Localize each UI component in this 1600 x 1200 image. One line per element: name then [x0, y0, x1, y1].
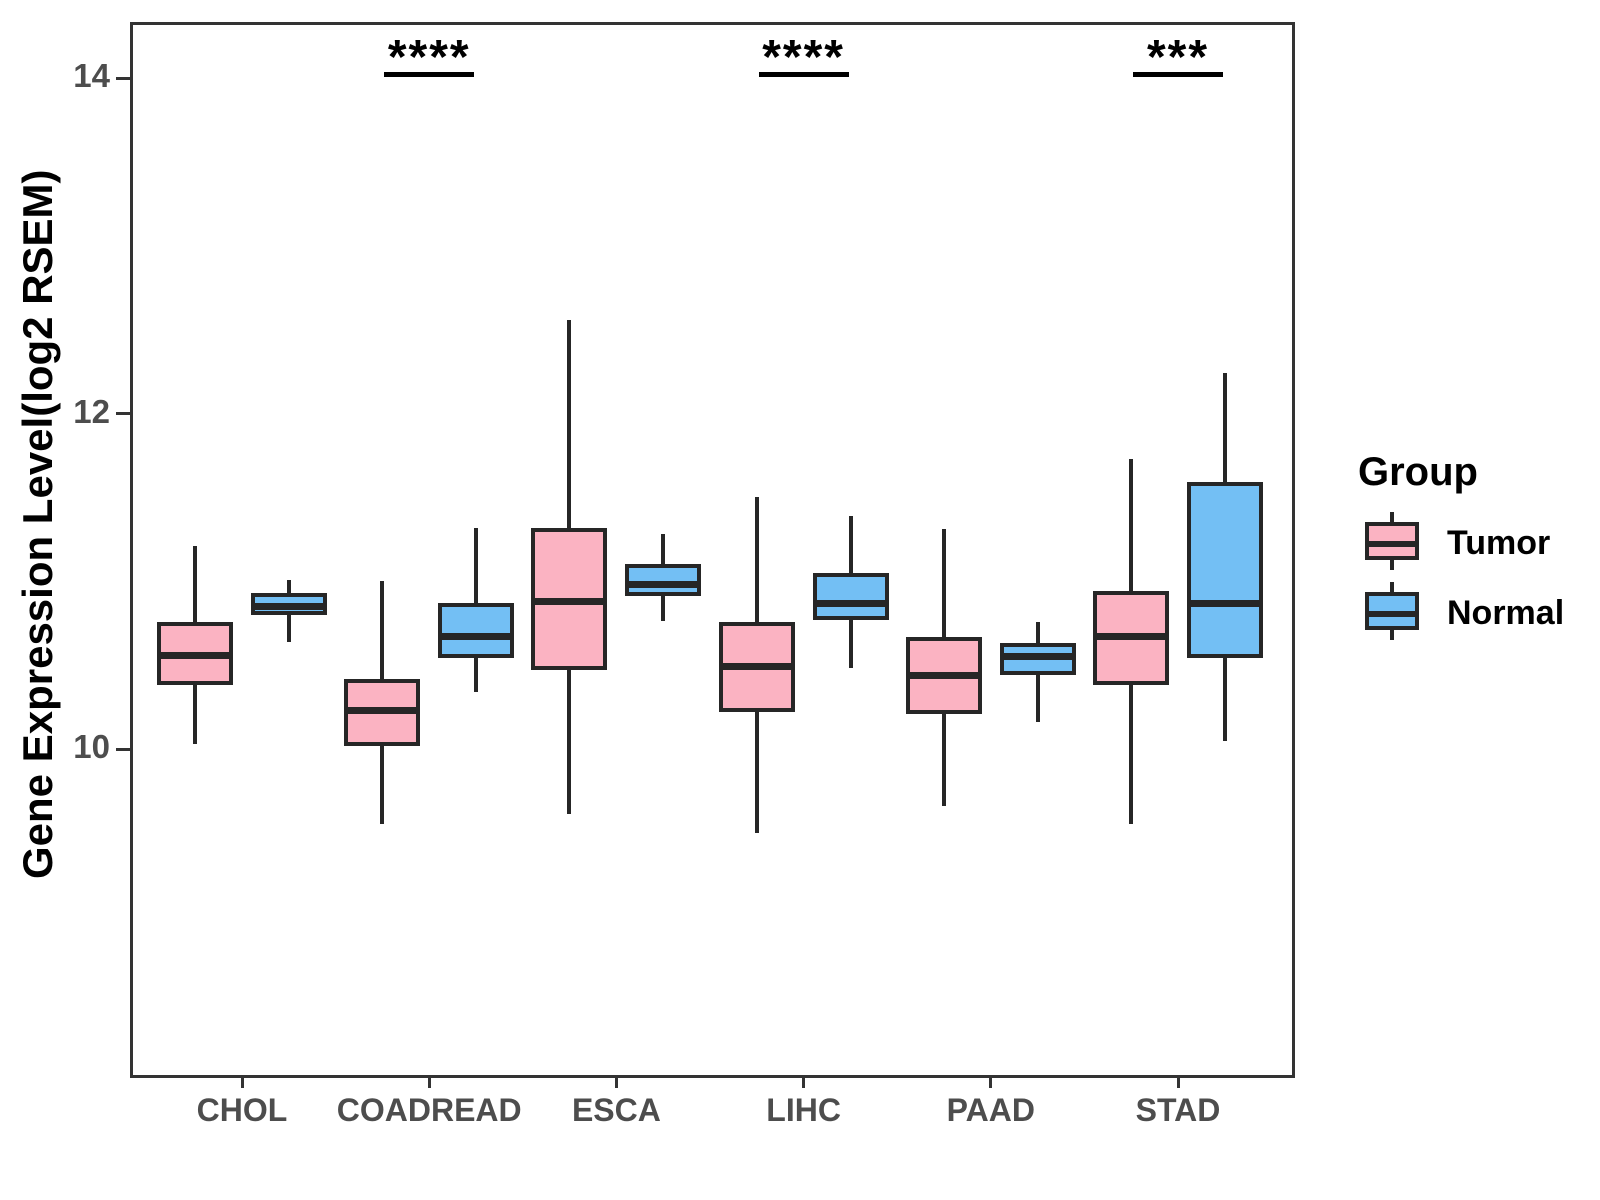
median-tumor-COADREAD: [348, 706, 417, 714]
significance-bar-coadread: [384, 72, 475, 77]
x-axis-tick: [989, 1075, 993, 1088]
y-axis-tick: [116, 412, 130, 415]
x-axis-category-label: STAD: [1135, 1092, 1221, 1128]
x-axis-category-label: LIHC: [766, 1092, 841, 1128]
box-tumor-CHOL: [157, 621, 233, 686]
x-axis-tick: [240, 1075, 244, 1088]
median-normal-COADREAD: [442, 633, 511, 641]
box-normal-STAD: [1187, 482, 1263, 659]
y-axis-tick-label: 12: [73, 392, 110, 430]
x-axis-category-label: ESCA: [571, 1092, 661, 1128]
box-tumor-ESCA: [531, 527, 608, 671]
box-tumor-STAD: [1093, 591, 1169, 686]
box-normal-PAAD: [999, 643, 1076, 676]
x-axis-tick: [1176, 1075, 1180, 1088]
legend-entry-normal: Normal: [1365, 582, 1600, 640]
median-tumor-PAAD: [909, 671, 978, 679]
x-axis-tick: [802, 1075, 806, 1088]
box-tumor-LIHC: [718, 621, 795, 713]
box-normal-COADREAD: [438, 603, 515, 659]
box-normal-ESCA: [625, 564, 702, 597]
y-axis-tick: [116, 747, 130, 751]
box-normal-LIHC: [812, 572, 889, 620]
median-normal-PAAD: [1003, 653, 1072, 661]
box-tumor-PAAD: [905, 636, 982, 714]
y-axis-tick-label: 10: [73, 728, 110, 765]
x-axis-category-label: PAAD: [946, 1092, 1035, 1128]
plot-panel: [130, 22, 1295, 1078]
median-normal-STAD: [1191, 599, 1259, 607]
box-tumor-COADREAD: [344, 678, 421, 746]
median-tumor-STAD: [1097, 633, 1165, 641]
legend-label-tumor: Tumor: [1447, 524, 1551, 562]
x-axis-category-label: CHOL: [196, 1092, 288, 1128]
median-tumor-ESCA: [535, 597, 604, 605]
tumor-boxplot-key-icon: [1365, 512, 1419, 570]
median-tumor-CHOL: [161, 651, 229, 659]
x-axis-tick: [427, 1075, 431, 1088]
box-normal-CHOL: [251, 592, 327, 615]
x-axis-category-label: COADREAD: [336, 1092, 522, 1128]
legend-entry-tumor: Tumor: [1365, 512, 1600, 570]
legend-label-normal: Normal: [1447, 594, 1565, 632]
legend: Group Tumor Normal: [1330, 450, 1600, 680]
legend-title: Group: [1358, 450, 1478, 494]
median-normal-ESCA: [629, 581, 698, 589]
median-normal-LIHC: [816, 599, 885, 607]
significance-bar-stad: [1133, 72, 1223, 77]
y-axis-tick-label: 14: [73, 57, 110, 94]
x-axis-tick: [614, 1075, 618, 1088]
significance-bar-lihc: [758, 72, 849, 77]
median-tumor-LIHC: [722, 663, 791, 671]
y-axis-title: Gene Expression Level(log2 RSEM): [14, 169, 61, 879]
median-normal-CHOL: [255, 602, 323, 610]
y-axis-tick: [116, 76, 130, 80]
normal-boxplot-key-icon: [1365, 582, 1419, 640]
